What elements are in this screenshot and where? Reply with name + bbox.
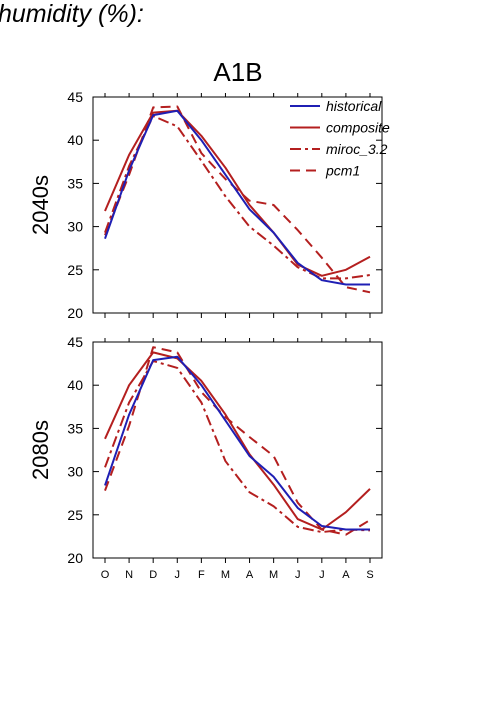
panel-label-2080s: 2080s	[28, 420, 53, 480]
series-line-miroc-3-2-2080s	[104, 360, 371, 534]
panel-label-2040s: 2040s	[28, 175, 53, 235]
y-tick-label: 45	[67, 89, 83, 105]
series-line-pcm1-2040s	[104, 105, 371, 294]
panel-frame-2040s	[92, 96, 383, 314]
series-line-historical-2040s	[104, 109, 370, 286]
x-tick-label: S	[366, 569, 373, 581]
x-tick-label: J	[175, 569, 181, 581]
y-tick-label: 35	[67, 175, 83, 191]
legend-label-historical: historical	[326, 98, 382, 114]
series-line-historical-2080s	[104, 355, 370, 531]
y-tick-label: 25	[67, 507, 83, 523]
y-tick-label: 25	[67, 262, 83, 278]
series-line-composite-2040s	[104, 109, 371, 277]
panel-frame-2080s	[92, 341, 383, 559]
y-tick-label: 40	[67, 377, 83, 393]
page-title: humidity (%):	[0, 0, 144, 28]
y-tick-label: 20	[67, 550, 83, 566]
legend-label-miroc-3-2: miroc_3.2	[326, 141, 388, 157]
x-tick-label: A	[342, 569, 350, 581]
y-tick-label: 35	[67, 420, 83, 436]
x-tick-label: D	[149, 569, 157, 581]
y-tick-label: 30	[67, 464, 83, 480]
x-tick-label: M	[221, 569, 230, 581]
x-tick-label: A	[246, 569, 254, 581]
legend-label-pcm1: pcm1	[325, 163, 360, 179]
x-tick-label: M	[269, 569, 278, 581]
x-tick-label: F	[198, 569, 205, 581]
x-tick-label: O	[101, 569, 110, 581]
y-tick-label: 40	[67, 132, 83, 148]
y-tick-label: 20	[67, 305, 83, 321]
x-tick-label: J	[319, 569, 325, 581]
y-tick-label: 45	[67, 334, 83, 350]
legend-label-composite: composite	[326, 120, 390, 136]
series-line-pcm1-2080s	[104, 346, 371, 536]
chart-title: A1B	[213, 57, 262, 87]
x-tick-label: N	[125, 569, 133, 581]
x-tick-label: J	[295, 569, 301, 581]
y-tick-label: 30	[67, 219, 83, 235]
